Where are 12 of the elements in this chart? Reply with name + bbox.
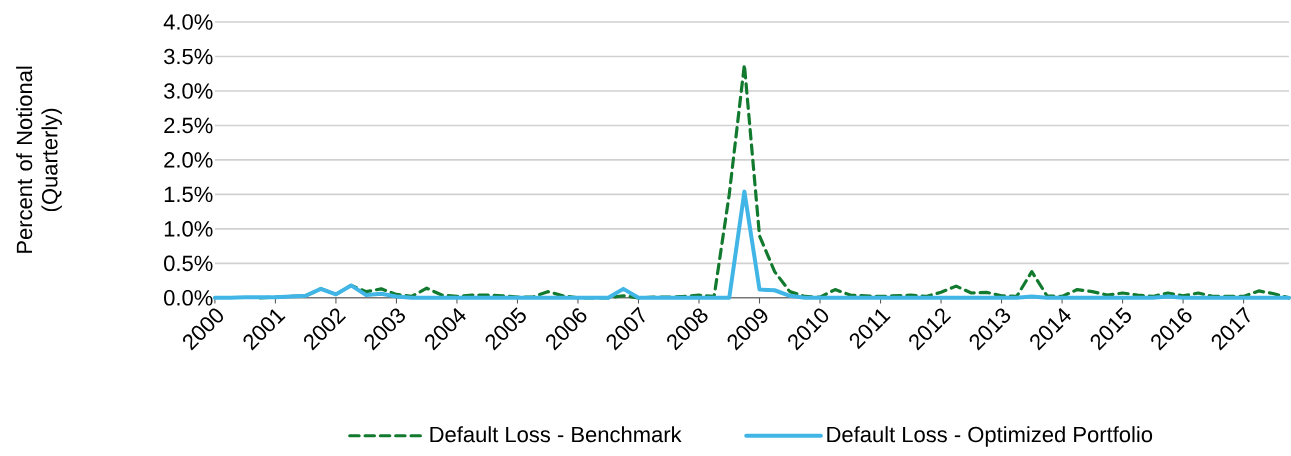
y-tick-label: 2.5% (164, 117, 213, 134)
legend-label: Default Loss - Benchmark (430, 426, 682, 443)
y-tick-label: 3.5% (164, 48, 213, 65)
y-tick-label: 0.5% (164, 255, 213, 272)
y-tick-label: 3.0% (164, 83, 213, 99)
y-tick-label: 1.5% (164, 186, 213, 203)
y-tick-label: 2.0% (164, 152, 213, 168)
legend-label: Default Loss - Optimized Portfolio (827, 426, 1153, 447)
y-tick-label: 1.0% (164, 221, 213, 237)
y-tick-label: 4.0% (163, 14, 213, 30)
y-tick-label: 0.0% (164, 290, 213, 306)
y-axis-title: Percent of Notional (Quarterly) (16, 66, 62, 253)
